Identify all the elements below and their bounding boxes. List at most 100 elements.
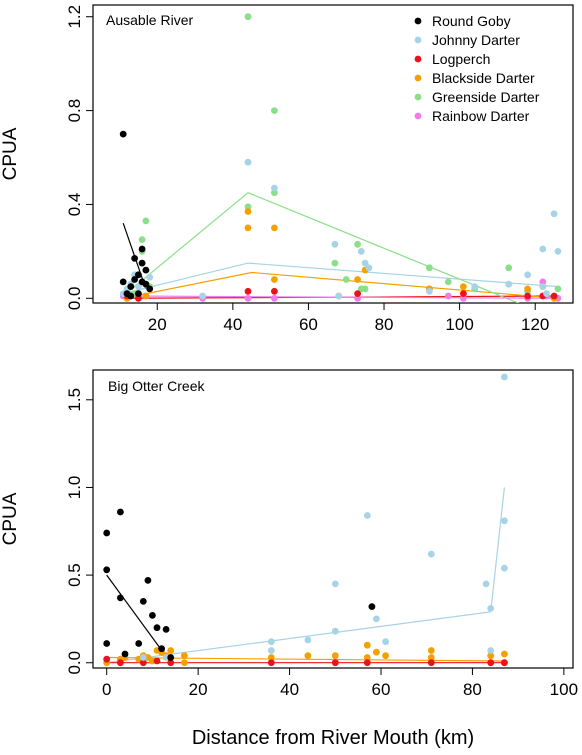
y-tick-label: 1.5 (65, 388, 84, 412)
point-blackside-darter (354, 276, 361, 283)
point-round-goby (146, 285, 154, 293)
legend-label-blackside-darter: Blackside Darter (432, 70, 535, 86)
point-johnny-darter (501, 517, 508, 525)
point-round-goby (142, 266, 150, 274)
point-round-goby (119, 278, 127, 286)
point-greenside-darter (361, 285, 369, 293)
point-johnny-darter (543, 290, 550, 297)
point-round-goby (131, 276, 139, 283)
point-round-goby (127, 292, 135, 300)
point-round-goby (121, 650, 129, 658)
point-logperch (550, 292, 558, 300)
point-blackside-darter (363, 641, 371, 649)
point-johnny-darter (331, 580, 339, 588)
point-round-goby (144, 577, 152, 584)
point-blackside-darter (181, 659, 188, 667)
axis-ticks: 0 20 40 60 80 100 0.0 0.5 1.0 1.5 (65, 388, 578, 699)
point-logperch (354, 290, 361, 297)
point-greenside-darter (505, 264, 513, 272)
point-logperch (427, 659, 435, 667)
point-johnny-darter (550, 210, 558, 218)
legend-swatch-greenside-darter (414, 93, 422, 101)
y-axis-label: CPUA (0, 127, 21, 180)
point-johnny-darter (199, 292, 207, 300)
point-greenside-darter (244, 13, 252, 21)
legend-swatch-johnny-darter (414, 36, 422, 44)
fit-line-johnny-darter (123, 262, 558, 295)
point-johnny-darter (382, 638, 389, 646)
point-johnny-darter (505, 280, 513, 288)
panel-ausable-river: Ausable River CPUA 20 40 60 80 100 120 0.0 0.4 0… (0, 4, 574, 334)
y-tick-label: 1.0 (65, 476, 84, 500)
x-tick-label: 100 (445, 315, 473, 334)
point-round-goby (153, 624, 161, 632)
legend-label-rainbow-darter: Rainbow Darter (432, 108, 530, 124)
x-tick-label: 40 (280, 680, 299, 699)
panel-title: Big Otter Creek (108, 378, 205, 394)
point-blackside-darter (427, 654, 435, 661)
x-tick-label: 40 (223, 315, 242, 334)
point-round-goby (135, 290, 142, 297)
x-tick-label: 80 (375, 315, 394, 334)
point-blackside-darter (304, 652, 312, 660)
legend-label-johnny-darter: Johnny Darter (432, 32, 520, 48)
legend-swatch-rainbow-darter (414, 112, 422, 120)
plot-frame (92, 369, 574, 669)
point-blackside-darter (382, 652, 389, 660)
point-round-goby (103, 566, 111, 574)
point-rainbow-darter (271, 294, 278, 302)
legend-swatch-logperch (414, 55, 422, 63)
point-johnny-darter (501, 564, 508, 572)
point-johnny-darter (331, 240, 339, 248)
point-rainbow-darter (460, 294, 467, 302)
fit-line-greenside-darter (122, 192, 520, 303)
point-johnny-darter (361, 259, 369, 267)
x-tick-label: 20 (148, 315, 167, 334)
point-round-goby (127, 283, 135, 290)
point-johnny-darter (524, 271, 531, 279)
point-logperch (167, 659, 175, 667)
point-logperch (271, 287, 278, 295)
point-round-goby (167, 654, 175, 661)
point-logperch (117, 659, 124, 667)
point-blackside-darter (142, 292, 150, 300)
point-johnny-darter (482, 580, 490, 588)
point-greenside-darter (354, 240, 361, 248)
point-johnny-darter (501, 373, 508, 381)
point-johnny-darter (539, 283, 547, 290)
x-tick-label: 60 (299, 315, 318, 334)
x-tick-label: 120 (521, 315, 549, 334)
point-round-goby (103, 640, 111, 647)
point-johnny-darter (357, 248, 365, 255)
point-blackside-darter (487, 652, 495, 660)
point-round-goby (135, 640, 143, 647)
x-tick-label: 20 (189, 680, 208, 699)
point-greenside-darter (138, 236, 146, 244)
point-johnny-darter (335, 292, 343, 300)
point-blackside-darter (271, 224, 278, 232)
point-blackside-darter (244, 224, 252, 232)
point-rainbow-darter (444, 292, 452, 300)
point-round-goby (139, 598, 147, 605)
point-logperch (363, 659, 371, 667)
point-round-goby (138, 259, 146, 267)
y-tick-label: 0.0 (65, 286, 84, 310)
data-points (103, 373, 508, 667)
x-tick-label: 60 (372, 680, 391, 699)
y-tick-label: 0.4 (65, 193, 84, 217)
point-johnny-darter (487, 605, 495, 612)
point-johnny-darter (135, 283, 142, 290)
point-johnny-darter (331, 627, 339, 635)
point-logperch (524, 292, 531, 300)
point-round-goby (131, 255, 139, 262)
point-logperch (460, 290, 467, 297)
point-logperch (153, 657, 161, 665)
point-round-goby (103, 529, 111, 537)
point-johnny-darter (363, 512, 371, 519)
point-greenside-darter (444, 278, 452, 286)
point-blackside-darter (501, 650, 508, 658)
point-blackside-darter (244, 208, 252, 215)
point-johnny-darter (487, 647, 495, 654)
point-greenside-darter (244, 203, 252, 211)
legend-swatch-blackside-darter (414, 74, 422, 82)
